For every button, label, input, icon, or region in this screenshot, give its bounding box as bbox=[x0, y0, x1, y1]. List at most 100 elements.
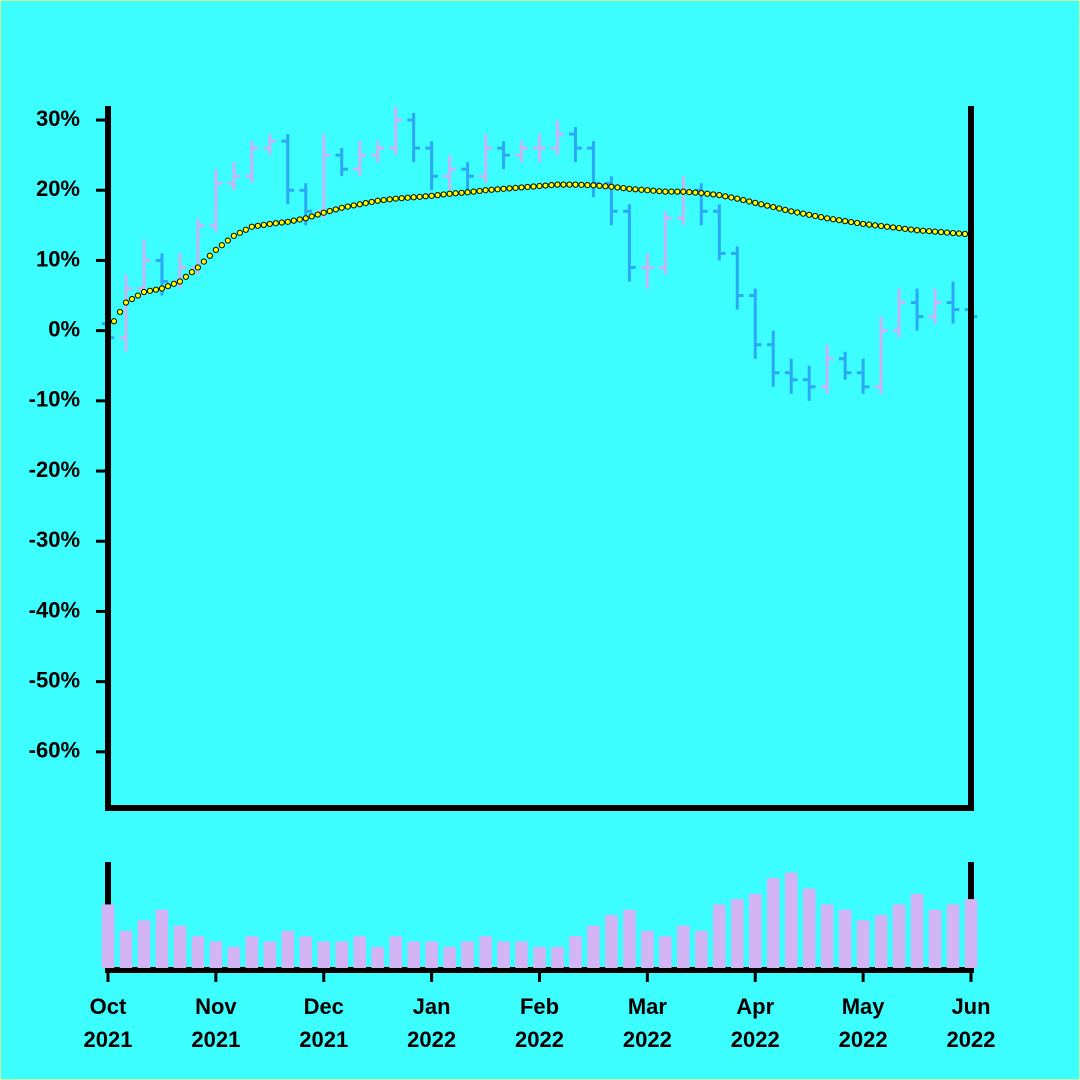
moving-average-point bbox=[644, 187, 651, 194]
volume-bar bbox=[407, 941, 420, 968]
moving-average-dot bbox=[152, 286, 160, 293]
moving-average-dot bbox=[434, 192, 441, 199]
moving-average-dot bbox=[638, 186, 645, 193]
moving-average-point bbox=[878, 222, 885, 230]
moving-average-dot bbox=[254, 222, 261, 229]
moving-average-dot bbox=[776, 205, 783, 212]
volume-bar bbox=[946, 904, 960, 968]
volume-bar bbox=[155, 909, 169, 968]
volume-bar bbox=[101, 904, 115, 968]
moving-average-dot bbox=[290, 217, 297, 224]
moving-average-dot bbox=[614, 184, 621, 191]
moving-average-dot bbox=[674, 188, 681, 195]
moving-average-dot bbox=[380, 196, 387, 204]
x-tick-label: Dec 2021 bbox=[299, 994, 349, 1052]
moving-average-dot bbox=[440, 191, 447, 198]
volume-bar bbox=[335, 941, 349, 968]
volume-bar bbox=[695, 930, 708, 968]
moving-average-dot bbox=[746, 198, 753, 205]
moving-average-dot bbox=[452, 190, 459, 197]
volume-bar bbox=[389, 936, 402, 968]
moving-average-point bbox=[806, 211, 813, 218]
x-tick-label: Jun 2022 bbox=[946, 994, 996, 1052]
volume-bar bbox=[353, 936, 367, 968]
moving-average-dot bbox=[206, 252, 213, 259]
moving-average-dot bbox=[326, 207, 333, 215]
moving-average-point bbox=[608, 183, 615, 190]
moving-average-point bbox=[698, 189, 705, 197]
moving-average-point bbox=[176, 278, 184, 285]
moving-average-point bbox=[752, 199, 759, 206]
volume-bar bbox=[515, 941, 528, 968]
moving-average-dot bbox=[812, 212, 819, 220]
volume-bar bbox=[281, 930, 295, 968]
moving-average-dot bbox=[782, 206, 789, 213]
moving-average-point bbox=[428, 192, 435, 199]
moving-average-dot bbox=[620, 185, 627, 192]
moving-average-point bbox=[446, 190, 453, 197]
moving-average-dot bbox=[692, 189, 699, 196]
moving-average-point bbox=[770, 203, 777, 211]
moving-average-dot bbox=[889, 224, 897, 231]
moving-average-point bbox=[716, 192, 723, 199]
moving-average-dot bbox=[296, 216, 303, 223]
moving-average-point bbox=[284, 218, 291, 225]
moving-average-dot bbox=[728, 194, 735, 201]
volume-bar bbox=[191, 936, 205, 968]
moving-average-dot bbox=[278, 219, 285, 226]
moving-average-point bbox=[842, 218, 849, 225]
moving-average-dot bbox=[710, 191, 717, 198]
moving-average-point bbox=[931, 228, 939, 235]
moving-average-dot bbox=[200, 258, 207, 265]
moving-average-dot bbox=[722, 193, 729, 200]
moving-average-dot bbox=[764, 202, 771, 209]
moving-average-point bbox=[662, 188, 669, 195]
volume-bar bbox=[964, 899, 978, 968]
y-tick-label: -20% bbox=[29, 457, 80, 482]
moving-average-dot bbox=[818, 214, 825, 221]
volume-bar bbox=[623, 909, 636, 968]
moving-average-dot bbox=[260, 221, 267, 228]
moving-average-point bbox=[626, 185, 633, 192]
x-tick-label: Mar 2022 bbox=[622, 994, 672, 1052]
volume-bar bbox=[605, 915, 618, 968]
moving-average-point bbox=[590, 182, 597, 189]
moving-average-dot bbox=[344, 203, 351, 210]
volume-bar bbox=[209, 941, 223, 968]
moving-average-point bbox=[320, 209, 327, 216]
x-tick-label: Jan 2022 bbox=[407, 994, 457, 1052]
moving-average-point bbox=[158, 285, 166, 292]
moving-average-dot bbox=[314, 211, 321, 218]
moving-average-point bbox=[860, 220, 867, 228]
moving-average-dot bbox=[386, 196, 393, 203]
moving-average-dot bbox=[398, 195, 405, 202]
y-tick-label: 20% bbox=[36, 176, 80, 201]
volume-bar bbox=[317, 941, 331, 968]
volume-bar bbox=[173, 925, 187, 968]
moving-average-dot bbox=[182, 273, 190, 280]
moving-average-dot bbox=[134, 292, 142, 299]
moving-average-dot bbox=[650, 187, 657, 194]
y-tick-label: -50% bbox=[29, 667, 80, 692]
moving-average-dot bbox=[907, 226, 915, 233]
volume-bar bbox=[443, 946, 456, 968]
moving-average-dot bbox=[272, 220, 279, 227]
moving-average-dot bbox=[794, 209, 801, 216]
moving-average-dot bbox=[872, 222, 879, 229]
y-tick-label: -60% bbox=[29, 738, 80, 763]
volume-bar bbox=[137, 920, 151, 968]
volume-bar bbox=[371, 946, 384, 968]
moving-average-dot bbox=[512, 184, 519, 191]
moving-average-dot bbox=[848, 218, 855, 226]
moving-average-point bbox=[518, 184, 525, 191]
moving-average-dot bbox=[476, 187, 483, 195]
volume-bar bbox=[551, 946, 564, 968]
moving-average-dot bbox=[686, 189, 693, 196]
moving-average-dot bbox=[368, 198, 375, 206]
volume-bar bbox=[425, 941, 438, 968]
moving-average-dot bbox=[560, 181, 567, 188]
moving-average-dot bbox=[470, 188, 477, 195]
x-tick-label: Oct 2021 bbox=[83, 994, 133, 1052]
